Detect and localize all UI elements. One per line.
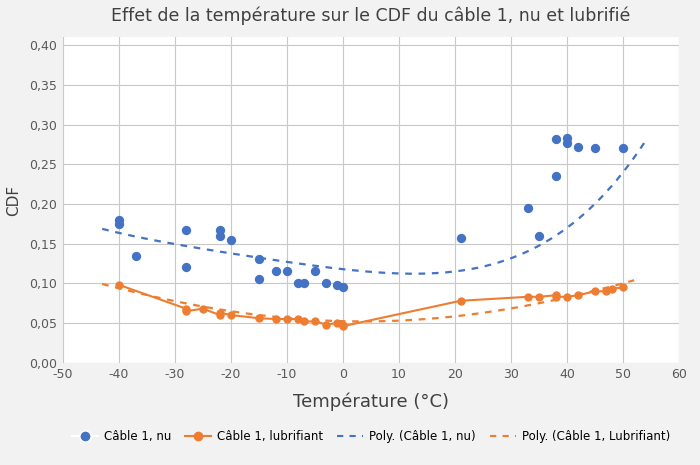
Point — [332, 281, 343, 289]
Point — [337, 284, 349, 291]
Point — [113, 220, 125, 227]
Point — [561, 139, 573, 146]
Point — [309, 268, 321, 275]
Point — [522, 204, 533, 212]
Point — [281, 268, 293, 275]
Point — [293, 279, 304, 287]
Point — [561, 134, 573, 142]
Point — [181, 226, 192, 234]
Point — [270, 268, 281, 275]
Point — [130, 252, 141, 259]
Point — [253, 256, 265, 263]
Point — [533, 232, 545, 239]
Point — [550, 135, 561, 143]
Point — [617, 145, 629, 152]
Point — [214, 226, 225, 234]
Y-axis label: CDF: CDF — [6, 185, 21, 215]
Point — [550, 173, 561, 180]
Point — [253, 276, 265, 283]
Point — [298, 279, 309, 287]
Point — [321, 279, 332, 287]
Legend: Câble 1, nu, Câble 1, lubrifiant, Poly. (Câble 1, nu), Poly. (Câble 1, Lubrifian: Câble 1, nu, Câble 1, lubrifiant, Poly. … — [67, 425, 675, 448]
Point — [214, 232, 225, 239]
X-axis label: Température (°C): Température (°C) — [293, 392, 449, 411]
Point — [113, 216, 125, 224]
Point — [181, 264, 192, 271]
Point — [225, 236, 237, 243]
Point — [589, 145, 601, 152]
Title: Effet de la température sur le CDF du câble 1, nu et lubrifié: Effet de la température sur le CDF du câ… — [111, 6, 631, 25]
Point — [573, 143, 584, 151]
Point — [455, 234, 466, 242]
